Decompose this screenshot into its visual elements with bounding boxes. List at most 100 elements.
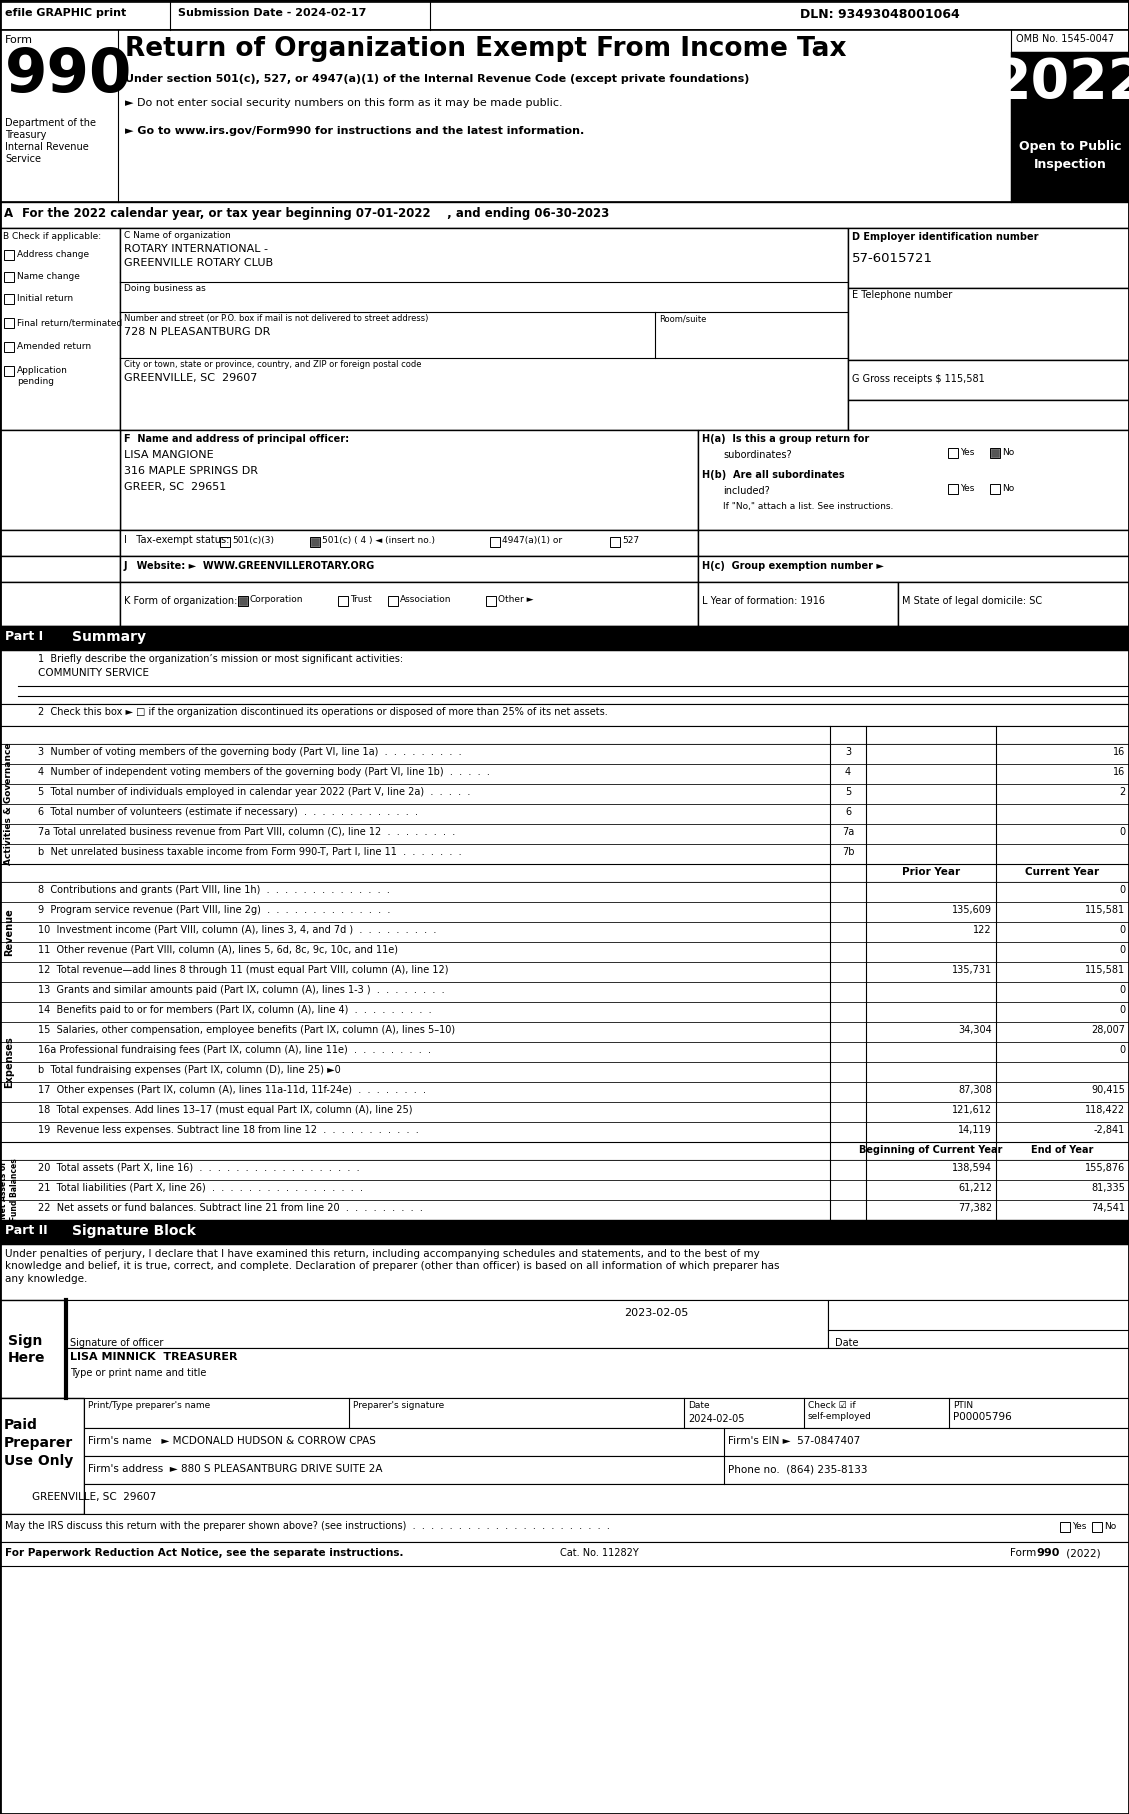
Text: Application
pending: Application pending — [17, 366, 68, 386]
Bar — [0, 981, 1129, 1001]
Text: GREER, SC  29651: GREER, SC 29651 — [124, 483, 226, 492]
Text: 19  Revenue less expenses. Subtract line 18 from line 12  .  .  .  .  .  .  .  .: 19 Revenue less expenses. Subtract line … — [38, 1125, 419, 1136]
Text: 0: 0 — [1119, 985, 1124, 996]
Text: F  Name and address of principal officer:: F Name and address of principal officer: — [124, 434, 349, 444]
Text: A   For the 2022 calendar year, or tax year beginning 07-01-2022    , and ending: A For the 2022 calendar year, or tax yea… — [5, 207, 610, 219]
Text: I   Tax-exempt status:: I Tax-exempt status: — [124, 535, 229, 544]
Bar — [0, 764, 1129, 784]
Text: Firm's name   ► MCDONALD HUDSON & CORROW CPAS: Firm's name ► MCDONALD HUDSON & CORROW C… — [88, 1437, 376, 1446]
Bar — [0, 1159, 1129, 1179]
Bar — [828, 1301, 1129, 1348]
Text: 0: 0 — [1119, 827, 1124, 836]
Text: M State of legal domicile: SC: M State of legal domicile: SC — [902, 597, 1042, 606]
Bar — [0, 1123, 1129, 1143]
Text: B Check if applicable:: B Check if applicable: — [3, 232, 102, 241]
Text: Department of the: Department of the — [5, 118, 96, 129]
Bar — [948, 448, 959, 457]
Bar — [0, 902, 1129, 922]
Text: Service: Service — [5, 154, 41, 163]
Text: D Employer identification number: D Employer identification number — [852, 232, 1039, 241]
Text: 527: 527 — [622, 535, 639, 544]
Text: Paid: Paid — [5, 1419, 38, 1431]
Text: subordinates?: subordinates? — [723, 450, 791, 461]
Text: H(b)  Are all subordinates: H(b) Are all subordinates — [702, 470, 844, 481]
Bar — [5, 366, 14, 375]
Bar — [0, 1515, 1129, 1542]
Text: 77,382: 77,382 — [957, 1203, 992, 1214]
Bar — [0, 1201, 1129, 1221]
Bar — [990, 448, 1000, 457]
Text: Print/Type preparer's name: Print/Type preparer's name — [88, 1400, 210, 1409]
Bar — [1010, 132, 1129, 201]
Bar — [310, 537, 320, 548]
Bar — [698, 557, 1129, 582]
Text: 990: 990 — [1036, 1547, 1059, 1558]
Text: 18  Total expenses. Add lines 13–17 (must equal Part IX, column (A), line 25): 18 Total expenses. Add lines 13–17 (must… — [38, 1105, 412, 1116]
Bar — [120, 430, 698, 530]
Text: Net Assets or
Fund Balances: Net Assets or Fund Balances — [0, 1159, 19, 1221]
Text: Name change: Name change — [17, 272, 80, 281]
Text: Summary: Summary — [72, 629, 146, 644]
Text: 14,119: 14,119 — [959, 1125, 992, 1136]
Text: 7b: 7b — [842, 847, 855, 856]
Text: 2  Check this box ► □ if the organization discontinued its operations or dispose: 2 Check this box ► □ if the organization… — [38, 707, 607, 717]
Text: 13  Grants and similar amounts paid (Part IX, column (A), lines 1-3 )  .  .  .  : 13 Grants and similar amounts paid (Part… — [38, 985, 445, 996]
Text: GREENVILLE ROTARY CLUB: GREENVILLE ROTARY CLUB — [124, 258, 273, 268]
Bar — [0, 31, 1129, 201]
Bar — [0, 784, 1129, 804]
Text: Preparer: Preparer — [5, 1437, 73, 1449]
Text: 90,415: 90,415 — [1091, 1085, 1124, 1096]
Text: self-employed: self-employed — [808, 1411, 872, 1420]
Text: Treasury: Treasury — [5, 131, 46, 140]
Text: 138,594: 138,594 — [952, 1163, 992, 1174]
Text: May the IRS discuss this return with the preparer shown above? (see instructions: May the IRS discuss this return with the… — [5, 1520, 610, 1531]
Bar — [0, 1021, 1129, 1041]
Text: 9  Program service revenue (Part VIII, line 2g)  .  .  .  .  .  .  .  .  .  .  .: 9 Program service revenue (Part VIII, li… — [38, 905, 391, 914]
Text: Signature of officer: Signature of officer — [70, 1339, 164, 1348]
Text: Date: Date — [835, 1339, 858, 1348]
Bar — [0, 1081, 1129, 1101]
Text: 21  Total liabilities (Part X, line 26)  .  .  .  .  .  .  .  .  .  .  .  .  .  : 21 Total liabilities (Part X, line 26) .… — [38, 1183, 364, 1194]
Text: 3  Number of voting members of the governing body (Part VI, line 1a)  .  .  .  .: 3 Number of voting members of the govern… — [38, 747, 462, 756]
Text: 34,304: 34,304 — [959, 1025, 992, 1036]
Text: PTIN: PTIN — [953, 1400, 973, 1409]
Bar — [239, 597, 247, 606]
Text: Inspection: Inspection — [1033, 158, 1106, 171]
Text: Room/suite: Room/suite — [659, 314, 707, 323]
Bar — [0, 530, 120, 557]
Bar — [5, 294, 14, 305]
Bar — [698, 530, 1129, 557]
Bar — [0, 922, 1129, 941]
Bar — [848, 229, 1129, 288]
Text: Yes: Yes — [960, 448, 974, 457]
Bar — [1010, 53, 1129, 132]
Bar — [120, 229, 848, 430]
Text: Open to Public: Open to Public — [1018, 140, 1121, 152]
Text: J   Website: ►  WWW.GREENVILLEROTARY.ORG: J Website: ► WWW.GREENVILLEROTARY.ORG — [124, 561, 375, 571]
Text: b  Total fundraising expenses (Part IX, column (D), line 25) ►0: b Total fundraising expenses (Part IX, c… — [38, 1065, 341, 1076]
Bar — [991, 450, 999, 457]
Bar — [0, 1143, 1129, 1159]
Text: Firm's address  ► 880 S PLEASANTBURG DRIVE SUITE 2A: Firm's address ► 880 S PLEASANTBURG DRIV… — [88, 1464, 383, 1475]
Text: 0: 0 — [1119, 1045, 1124, 1056]
Bar — [0, 1399, 84, 1515]
Text: Preparer's signature: Preparer's signature — [353, 1400, 444, 1409]
Bar — [848, 288, 1129, 359]
Bar — [0, 804, 1129, 824]
Text: 14  Benefits paid to or for members (Part IX, column (A), line 4)  .  .  .  .  .: 14 Benefits paid to or for members (Part… — [38, 1005, 431, 1016]
Bar — [0, 1301, 65, 1399]
Text: 57-6015721: 57-6015721 — [852, 252, 933, 265]
Bar — [0, 1542, 1129, 1565]
Text: Prior Year: Prior Year — [902, 867, 960, 876]
Text: 0: 0 — [1119, 1005, 1124, 1016]
Text: GREENVILLE, SC  29607: GREENVILLE, SC 29607 — [124, 374, 257, 383]
Text: 87,308: 87,308 — [959, 1085, 992, 1096]
Bar — [5, 250, 14, 259]
Text: No: No — [1003, 448, 1014, 457]
Text: Phone no.  (864) 235-8133: Phone no. (864) 235-8133 — [728, 1464, 867, 1475]
Bar — [948, 484, 959, 493]
Text: Firm's EIN ►  57-0847407: Firm's EIN ► 57-0847407 — [728, 1437, 860, 1446]
Text: 2: 2 — [1119, 787, 1124, 796]
Bar — [84, 1484, 1129, 1515]
Text: LISA MINNICK  TREASURER: LISA MINNICK TREASURER — [70, 1351, 237, 1362]
